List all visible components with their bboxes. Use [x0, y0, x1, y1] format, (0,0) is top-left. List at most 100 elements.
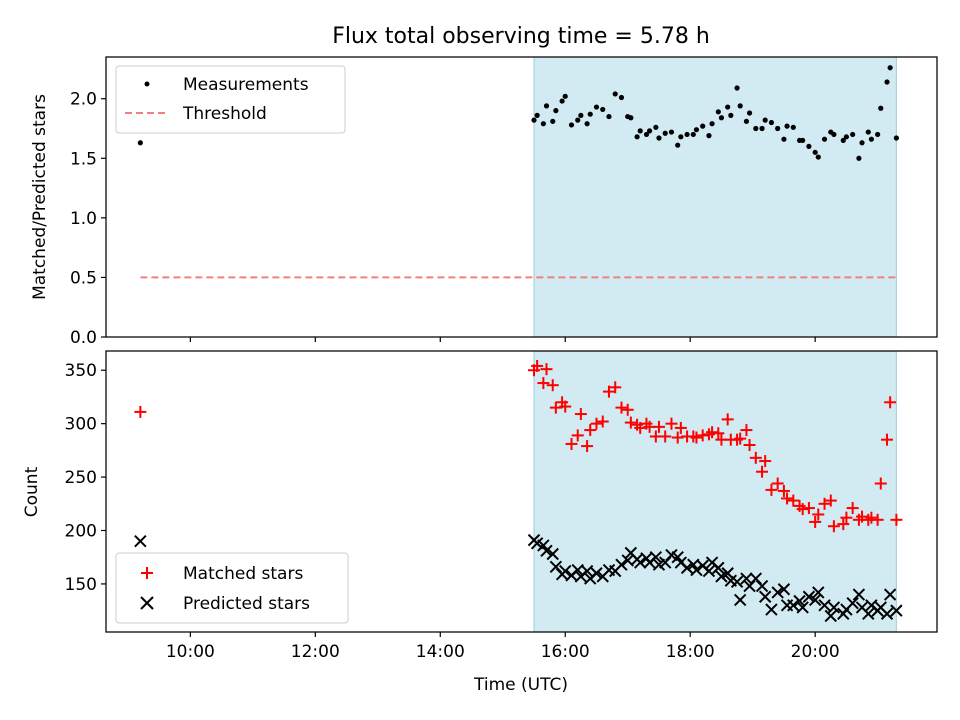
- matched-star-point: [540, 363, 553, 376]
- x-tick-label: 16:00: [541, 642, 590, 662]
- matched-star-point: [565, 437, 578, 450]
- bottom-panel: 150 200 250 300 350 10:00 12:00 14:00 16:00 18:0…: [22, 350, 938, 695]
- measurement-point: [578, 112, 584, 118]
- measurement-point: [706, 133, 712, 139]
- top-y-tick-label: 1.0: [70, 209, 97, 229]
- measurement-point: [684, 131, 690, 138]
- matched-star-point: [615, 401, 628, 414]
- measurement-point: [587, 111, 593, 117]
- predicted-star-point: [730, 575, 744, 588]
- measurement-point: [865, 129, 871, 135]
- matched-star-point: [740, 424, 753, 437]
- matched-star-point: [696, 429, 709, 442]
- matched-star-point: [574, 408, 587, 421]
- measurement-point: [893, 135, 899, 141]
- measurement-point: [606, 113, 612, 120]
- measurement-point: [690, 131, 696, 138]
- predicted-star-point: [634, 556, 647, 569]
- predicted-star-point: [540, 544, 553, 558]
- bottom-legend: Matched stars Predicted stars: [115, 552, 349, 624]
- matched-star-point: [818, 497, 831, 510]
- matched-star-point: [796, 503, 809, 516]
- predicted-star-point: [690, 563, 703, 577]
- x-tick-label: 20:00: [791, 642, 840, 662]
- measurement-point: [759, 125, 765, 132]
- bottom-y-tick-label: 200: [65, 521, 97, 541]
- measurement-point: [634, 134, 640, 140]
- matched-star-point: [837, 518, 850, 531]
- measurement-point: [540, 121, 546, 127]
- matched-star-point: [665, 417, 678, 430]
- predicted-star-point: [787, 599, 800, 612]
- x-tick-label: 14:00: [416, 642, 465, 662]
- predicted-star-point: [546, 547, 559, 561]
- legend-predicted-marker: [140, 596, 154, 610]
- matched-star-point: [634, 421, 647, 434]
- measurement-point: [568, 122, 575, 128]
- top-legend: Measurements Threshold: [115, 65, 346, 134]
- matched-star-point: [777, 484, 790, 497]
- measurement-point: [715, 109, 721, 115]
- measurement-point: [628, 115, 634, 121]
- top-y-tick-label: 0.0: [70, 328, 97, 348]
- measurement-point: [693, 127, 700, 133]
- predicted-star-point: [852, 588, 866, 601]
- matched-star-point: [674, 421, 687, 434]
- matched-star-point: [802, 502, 815, 515]
- measurement-point: [850, 131, 856, 138]
- matched-star-point: [884, 396, 897, 409]
- top-legend-box: [115, 65, 346, 134]
- predicted-star-point: [590, 567, 603, 580]
- measurement-point: [856, 155, 862, 161]
- predicted-star-point: [649, 551, 663, 564]
- predicted-star-point: [740, 572, 753, 585]
- measurement-point: [531, 117, 537, 123]
- measurement-point: [675, 142, 681, 148]
- predicted-star-point: [733, 593, 747, 607]
- top-axes-frame: [105, 56, 938, 338]
- matched-star-point: [621, 403, 634, 416]
- matched-star-point: [546, 379, 559, 392]
- top-y-tick-label: 0.5: [70, 268, 97, 288]
- measurement-point: [734, 85, 740, 91]
- legend-measurements-label: Measurements: [183, 75, 309, 95]
- top-shaded-region: [533, 56, 897, 338]
- matched-star-point: [531, 359, 544, 372]
- bottom-y-tick-label: 150: [65, 575, 97, 595]
- measurement-point: [781, 136, 787, 142]
- matched-star-point: [624, 416, 637, 429]
- measurement-point: [840, 137, 846, 144]
- matched-star-point: [590, 417, 603, 430]
- matched-star-point: [756, 465, 769, 478]
- predicted-star-point: [862, 607, 875, 621]
- top-y-tick-label: 2.0: [70, 90, 97, 110]
- top-y-tick-label: 1.5: [70, 149, 97, 169]
- predicted-star-point: [824, 609, 837, 623]
- matched-star-point: [824, 494, 837, 507]
- measurement-point: [878, 105, 884, 111]
- legend-predicted-label: Predicted stars: [183, 594, 310, 614]
- matched-star-point: [706, 426, 719, 439]
- measurement-point: [718, 115, 725, 121]
- matched-star-point: [743, 439, 756, 452]
- predicted-star-point: [702, 564, 716, 578]
- predicted-star-point: [559, 564, 572, 578]
- measurement-point: [637, 128, 643, 134]
- matched-star-point: [581, 440, 594, 453]
- matched-star-point: [749, 451, 762, 464]
- measurement-point: [815, 154, 821, 160]
- measurement-point: [534, 112, 540, 118]
- bottom-y-tick-label: 250: [65, 468, 97, 488]
- measurement-point: [859, 140, 865, 146]
- measurement-point: [725, 104, 731, 110]
- predicted-star-point: [880, 607, 894, 621]
- measurement-point: [668, 129, 675, 135]
- matched-star-point: [602, 385, 615, 398]
- legend-threshold-label: Threshold: [182, 104, 267, 124]
- predicted-star-point: [680, 561, 694, 575]
- measurement-point: [743, 118, 750, 124]
- measurement-point: [562, 93, 568, 99]
- top-panel: 0.00.51.01.52.0 Matched/Predicted stars …: [30, 56, 938, 348]
- bottom-y-tick-label: 300: [65, 415, 97, 435]
- bottom-legend-box: [115, 552, 349, 624]
